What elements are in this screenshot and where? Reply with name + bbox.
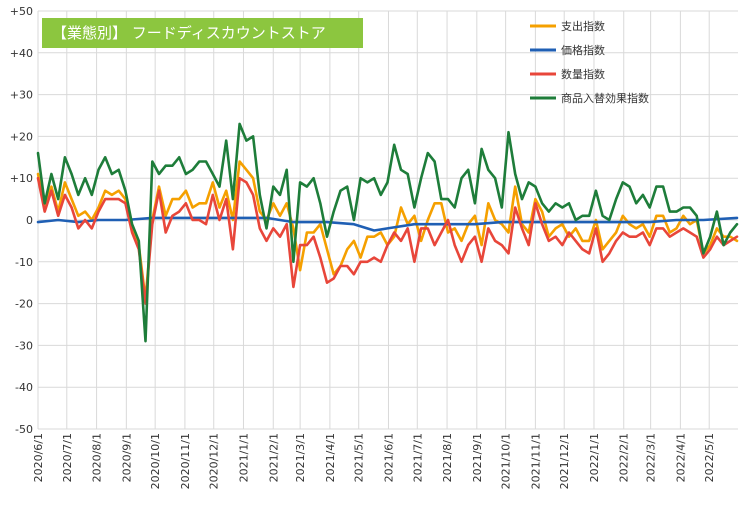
y-tick-label: +40 <box>10 47 33 60</box>
y-tick-label: +30 <box>10 89 33 102</box>
x-tick-label: 2021/6/1 <box>382 433 395 482</box>
x-tick-label: 2021/3/1 <box>294 433 307 482</box>
x-tick-label: 2021/7/1 <box>411 433 424 482</box>
x-tick-label: 2020/11/1 <box>179 433 192 489</box>
y-tick-label: -30 <box>15 339 33 352</box>
grid-lines <box>37 10 738 430</box>
x-tick-label: 2022/4/1 <box>674 433 687 482</box>
x-tick-label: 2020/12/1 <box>208 433 221 489</box>
series-lines <box>36 122 739 343</box>
y-tick-label: -50 <box>15 423 33 436</box>
x-tick-label: 2020/8/1 <box>91 433 104 482</box>
x-tick-label: 2021/11/1 <box>529 433 542 489</box>
x-tick-label: 2020/9/1 <box>120 433 133 482</box>
x-tick-label: 2022/3/1 <box>645 433 658 482</box>
y-tick-label: -10 <box>15 256 33 269</box>
chart-title: 【業態別】 フードディスカウントストア <box>42 18 363 48</box>
series-line <box>36 176 739 305</box>
y-tick-label: +50 <box>10 5 33 18</box>
x-tick-label: 2020/7/1 <box>61 433 74 482</box>
legend-label: 価格指数 <box>561 43 605 57</box>
x-tick-label: 2021/10/1 <box>500 433 513 489</box>
x-tick-label: 2021/5/1 <box>353 433 366 482</box>
legend-label: 商品入替効果指数 <box>561 91 649 105</box>
series-line <box>36 122 739 343</box>
y-tick-label: +20 <box>10 130 33 143</box>
x-tick-label: 2022/5/1 <box>703 433 716 482</box>
y-tick-label: -20 <box>15 298 33 311</box>
x-tick-label: 2021/9/1 <box>471 433 484 482</box>
x-tick-label: 2021/12/1 <box>558 433 571 489</box>
y-tick-label: +10 <box>10 172 33 185</box>
x-tick-label: 2021/8/1 <box>441 433 454 482</box>
series-line <box>36 216 739 232</box>
legend-label: 支出指数 <box>561 19 605 33</box>
legend-label: 数量指数 <box>561 67 605 81</box>
x-tick-label: 2022/2/1 <box>618 433 631 482</box>
y-tick-label: 0 <box>26 214 33 227</box>
x-tick-label: 2020/10/1 <box>149 433 162 489</box>
y-axis-ticks: +50 +40 +30 +20 +10 0 -10 -20 -30 -40 -50 <box>10 5 33 436</box>
x-tick-label: 2021/4/1 <box>324 433 337 482</box>
y-tick-label: -40 <box>15 381 33 394</box>
x-tick-label: 2021/1/1 <box>237 433 250 482</box>
x-tick-label: 2020/6/1 <box>32 433 45 482</box>
x-tick-label: 2022/1/1 <box>588 433 601 482</box>
x-tick-label: 2021/2/1 <box>267 433 280 482</box>
x-axis-ticks: 2020/6/1 2020/7/1 2020/8/1 2020/9/1 2020/10/… <box>32 433 716 489</box>
